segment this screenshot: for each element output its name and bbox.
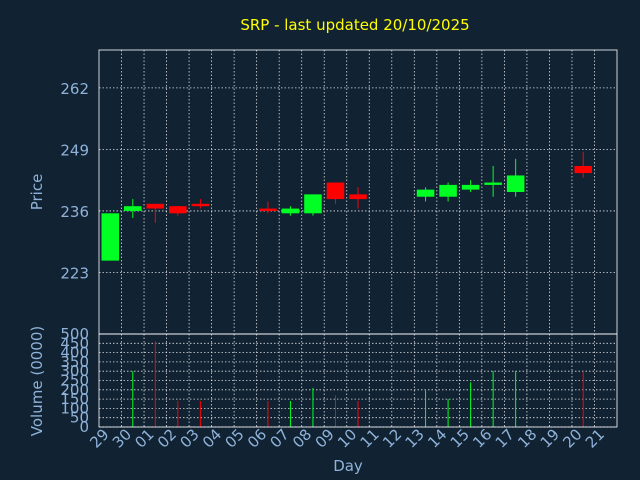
volume-y-tick-label: 100 xyxy=(60,399,89,417)
volume-y-tick-label: 200 xyxy=(60,381,89,399)
candle-body xyxy=(439,184,457,197)
volume-y-tick-label: 300 xyxy=(60,362,89,380)
volume-bars xyxy=(132,341,584,427)
candle-body xyxy=(123,206,142,211)
volume-y-tick-label: 50 xyxy=(70,409,89,427)
candles xyxy=(101,151,593,261)
volume-y-tick-label: 150 xyxy=(60,390,89,408)
price-panel: 223 236 249 262 Price xyxy=(28,49,618,335)
candle-body xyxy=(304,194,322,214)
volume-y-tick-label: 0 xyxy=(79,418,89,436)
candle-body xyxy=(191,203,210,207)
candle-body xyxy=(169,206,187,214)
candle-body xyxy=(281,208,300,214)
volume-axis-label: Volume (0000) xyxy=(28,326,46,436)
candle-body xyxy=(574,165,593,174)
candle-body xyxy=(484,182,502,185)
volume-y-tick-label: 500 xyxy=(60,325,89,343)
candle-body xyxy=(506,175,525,192)
price-y-ticks: 223 236 249 262 xyxy=(60,80,89,283)
volume-grid xyxy=(99,333,617,428)
price-y-tick-label: 262 xyxy=(60,80,89,98)
volume-y-tick-label: 450 xyxy=(60,334,89,352)
price-y-tick-label: 223 xyxy=(60,264,89,282)
volume-y-tick-label: 400 xyxy=(60,344,89,362)
candle-body xyxy=(349,194,367,200)
day-axis-label: Day xyxy=(333,457,363,475)
volume-y-tick-label: 350 xyxy=(60,353,89,371)
volume-panel-frame xyxy=(98,333,618,428)
candle-body xyxy=(326,182,345,200)
price-y-tick-label: 236 xyxy=(60,203,89,221)
day-x-tick-label: 21 xyxy=(582,425,608,451)
chart-title: SRP - last updated 20/10/2025 xyxy=(240,16,469,34)
price-y-tick-label: 249 xyxy=(60,141,89,159)
candle-body xyxy=(259,208,277,211)
price-axis-label: Price xyxy=(28,174,46,211)
day-x-ticks: 2930010203040506070809101112131415161718… xyxy=(86,425,608,451)
candle-body xyxy=(101,213,120,261)
price-grid xyxy=(99,50,617,334)
volume-y-tick-label: 250 xyxy=(60,372,89,390)
candle-body xyxy=(416,189,435,197)
candle-body xyxy=(461,184,480,190)
candle-body xyxy=(146,203,165,209)
